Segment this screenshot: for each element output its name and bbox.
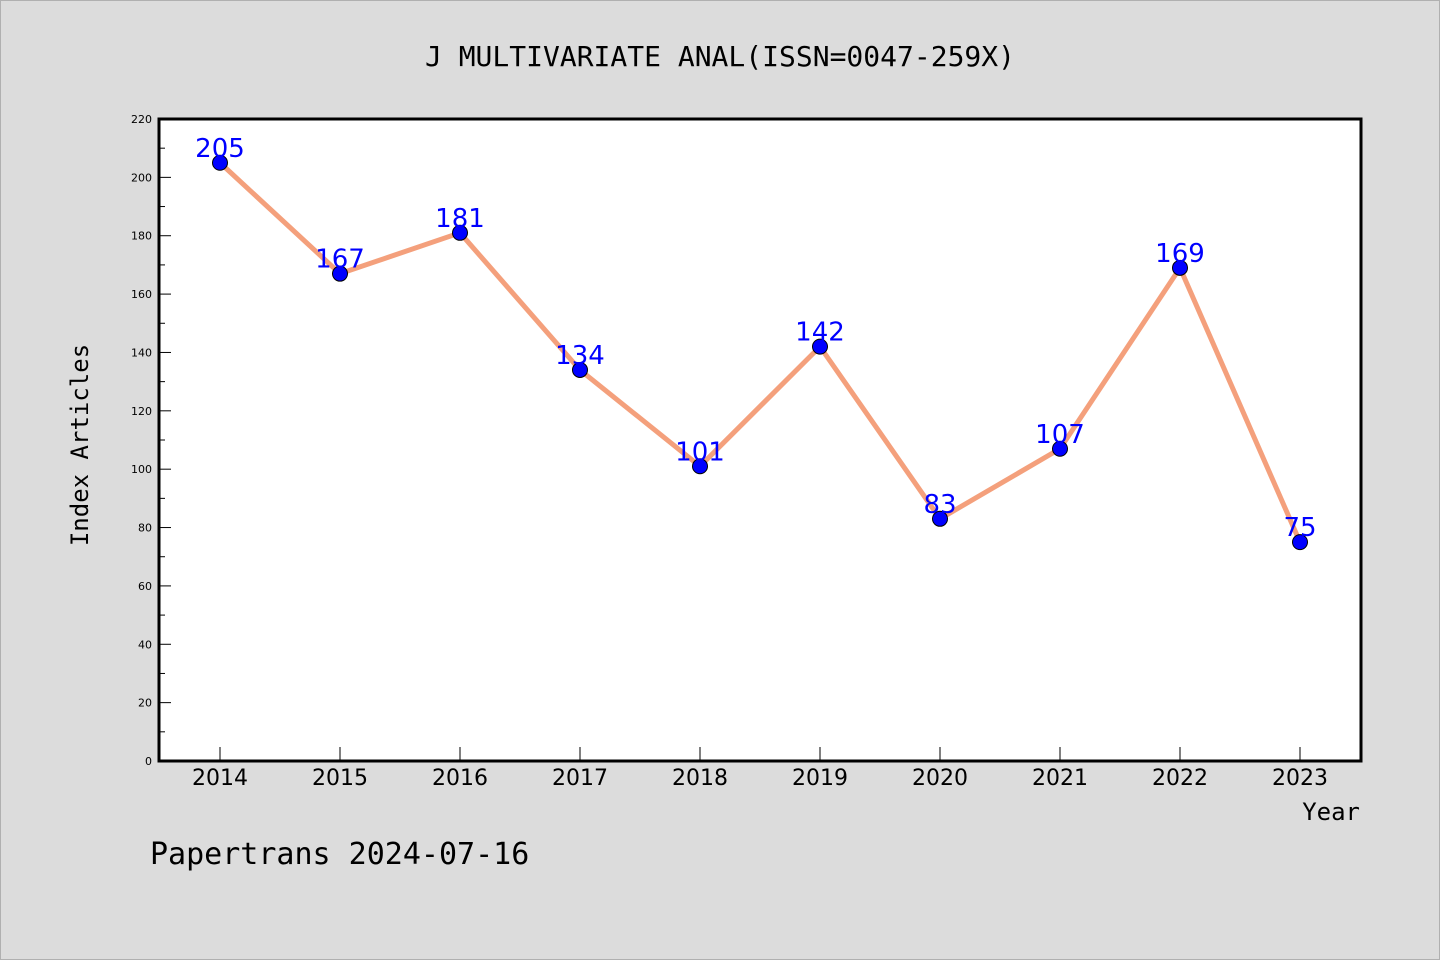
y-tick-label-8: 160	[131, 288, 152, 301]
x-tick-label-2022: 2022	[1152, 766, 1208, 791]
x-axis: 2014 2015 2016 2017 2018 2019 2020 2021 2022 2023	[192, 747, 1328, 791]
x-tick-label-2020: 2020	[912, 766, 968, 791]
data-point-2018	[692, 458, 708, 475]
data-label-2020: 83	[923, 490, 956, 520]
data-label-2016: 181	[435, 204, 485, 234]
data-point-2017	[572, 361, 588, 378]
chart-title: J MULTIVARIATE ANAL(ISSN=0047-259X)	[425, 40, 1015, 73]
plot-area	[159, 119, 1361, 761]
data-label-2021: 107	[1035, 420, 1085, 450]
x-tick-label-2017: 2017	[552, 766, 608, 791]
x-tick-label-2023: 2023	[1272, 766, 1328, 791]
data-label-2018: 101	[675, 437, 725, 467]
y-tick-label-10: 200	[131, 171, 152, 184]
y-tick-label-4: 80	[138, 522, 152, 535]
data-points	[212, 154, 1308, 551]
y-tick-label-3: 60	[138, 580, 152, 593]
y-axis: 0 20 40 60 80 100 120 140 160 180 200 220	[131, 113, 171, 768]
x-tick-label-2021: 2021	[1032, 766, 1088, 791]
y-tick-label-9: 180	[131, 230, 152, 243]
data-labels: 205 167 181 134 101 142 83 107 169 75	[195, 134, 1316, 543]
x-tick-label-2015: 2015	[312, 766, 368, 791]
y-tick-label-1: 20	[138, 697, 152, 710]
data-label-2014: 205	[195, 134, 245, 164]
data-point-2023	[1292, 534, 1308, 551]
data-point-2015	[332, 265, 348, 282]
plot-border	[157, 117, 1363, 763]
y-axis-label: Index Articles	[66, 344, 94, 546]
data-point-2020	[932, 510, 948, 527]
data-label-2019: 142	[795, 318, 845, 348]
y-tick-label-11: 220	[131, 113, 152, 126]
data-label-2022: 169	[1155, 239, 1205, 269]
x-tick-label-2016: 2016	[432, 766, 488, 791]
y-tick-label-7: 140	[131, 346, 152, 359]
y-tick-label-2: 40	[138, 638, 152, 651]
data-label-2015: 167	[315, 245, 365, 275]
series-line	[218, 160, 1303, 544]
footer-text: Papertrans 2024-07-16	[150, 837, 529, 872]
data-label-2017: 134	[555, 341, 605, 371]
y-tick-label-5: 100	[131, 463, 152, 476]
y-tick-label-6: 120	[131, 405, 152, 418]
data-point-2019	[812, 338, 828, 355]
x-tick-label-2018: 2018	[672, 766, 728, 791]
x-axis-label: Year	[1302, 798, 1360, 826]
data-point-2021	[1052, 440, 1068, 457]
data-point-2022	[1172, 259, 1188, 276]
data-label-2023: 75	[1283, 513, 1316, 543]
x-tick-label-2019: 2019	[792, 766, 848, 791]
data-point-2014	[212, 154, 228, 171]
y-tick-label-0: 0	[145, 755, 152, 768]
data-point-2016	[452, 224, 468, 241]
x-tick-label-2014: 2014	[192, 766, 248, 791]
